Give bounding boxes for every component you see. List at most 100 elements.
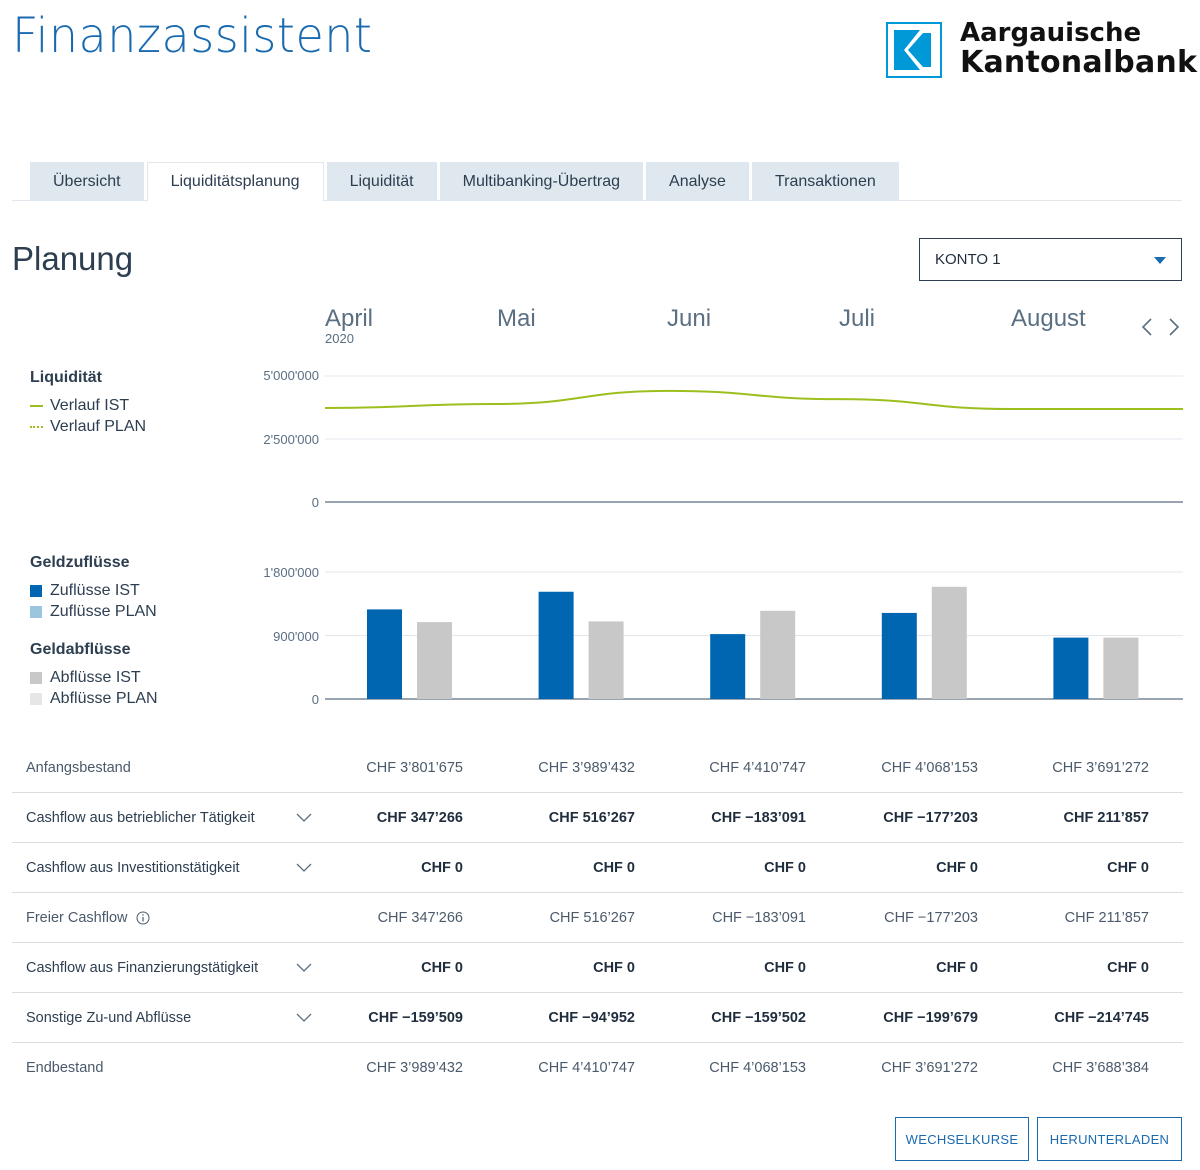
table-cell: CHF 3’691’272 [881, 1060, 978, 1076]
tab-multibanking[interactable]: Multibanking-Übertrag [439, 162, 644, 201]
outflow-legend-heading: Geldabflüsse [30, 641, 131, 658]
table-cell: CHF 0 [421, 859, 463, 876]
table-cell: CHF 0 [1107, 959, 1149, 976]
logo-text-line2: Kantonalbank [960, 45, 1198, 80]
table-cell: CHF 3’801’675 [366, 759, 463, 776]
chevron-down-icon[interactable] [296, 1010, 312, 1026]
tab-analyse[interactable]: Analyse [646, 162, 749, 201]
chevron-down-icon[interactable] [296, 960, 312, 976]
row-label: Anfangsbestand [26, 759, 131, 776]
liquidity-legend-heading: Liquidität [30, 369, 102, 386]
line-y-tick: 2'500'000 [263, 432, 319, 447]
line-y-tick: 5'000'000 [263, 368, 319, 383]
table-cell: CHF 0 [1107, 859, 1149, 876]
table-cell: CHF 0 [764, 859, 806, 876]
table-cell: CHF 3’691’272 [1052, 759, 1149, 776]
logo-text-line1: Aargauische [960, 18, 1142, 48]
table-cell: CHF 347’266 [377, 909, 463, 926]
row-label: Cashflow aus betrieblicher Tätigkeit [26, 809, 255, 826]
table-cell: CHF 4’068’153 [881, 759, 978, 776]
table-cell: CHF 3’688’384 [1052, 1060, 1149, 1076]
chevron-down-icon[interactable] [296, 860, 312, 876]
table-row: Cashflow aus Investitionstätigkeit CHF 0… [12, 843, 1183, 893]
caret-down-icon [1154, 257, 1166, 264]
row-label: Endbestand [26, 1060, 104, 1076]
exchange-rates-button[interactable]: WECHSELKURSE [895, 1117, 1029, 1161]
tab-transaktionen[interactable]: Transaktionen [751, 162, 899, 201]
table-cell: CHF 516’267 [548, 809, 635, 826]
swatch-icon [30, 693, 42, 705]
tab-liquiditaet[interactable]: Liquidität [326, 162, 437, 201]
month-label: Juli [839, 305, 876, 332]
bar-zufluesse-ist [538, 591, 574, 699]
chevron-down-icon[interactable] [296, 810, 312, 826]
dotted-line-icon [30, 426, 43, 428]
bar-abfluesse-ist [588, 621, 624, 699]
planning-table: Anfangsbestand CHF 3’801’675 CHF 3’989’4… [12, 743, 1183, 1093]
table-cell: CHF −177’203 [883, 809, 978, 826]
table-cell: CHF −183’091 [711, 809, 806, 826]
table-row: Freier Cashflow CHF 347’266 CHF 516’267 … [12, 893, 1183, 943]
chevron-right-icon[interactable] [1163, 316, 1185, 338]
row-label: Cashflow aus Finanzierungstätigkeit [26, 959, 259, 976]
table-row: Cashflow aus Finanzierungstätigkeit CHF … [12, 943, 1183, 993]
bank-logo-icon [886, 22, 942, 78]
bank-logo: Aargauische Kantonalbank [886, 18, 1198, 80]
table-cell: CHF 4’068’153 [709, 1060, 806, 1076]
table-cell: CHF 347’266 [376, 809, 463, 826]
table-cell: CHF 516’267 [549, 909, 635, 926]
month-label: August [1011, 305, 1086, 332]
month-label: Juni [667, 305, 712, 332]
table-row: Sonstige Zu-und Abflüsse CHF −159’509 CH… [12, 993, 1183, 1043]
bar-zufluesse-ist [710, 634, 746, 699]
table-cell: CHF 211’857 [1064, 909, 1149, 926]
table-row: Cashflow aus betrieblicher Tätigkeit CHF… [12, 793, 1183, 843]
tab-uebersicht[interactable]: Übersicht [30, 162, 144, 201]
row-label: Freier Cashflow [26, 910, 150, 926]
table-cell: CHF 0 [593, 859, 635, 876]
row-label: Sonstige Zu-und Abflüsse [26, 1009, 192, 1026]
table-cell: CHF 0 [593, 959, 635, 976]
inflow-legend-heading: Geldzuflüsse [30, 554, 130, 571]
info-icon[interactable] [136, 911, 150, 925]
swatch-icon [30, 672, 42, 684]
legend-zufluesse-plan: Zuflüsse PLAN [30, 603, 157, 621]
liquidity-line-ist [324, 389, 1183, 411]
bar-y-tick: 900'000 [273, 629, 319, 644]
table-cell: CHF 4’410’747 [709, 759, 806, 776]
bar-y-tick: 1'800'000 [263, 565, 319, 580]
line-y-tick: 0 [311, 495, 319, 510]
table-cell: CHF −199’679 [883, 1009, 978, 1026]
month-label: April [325, 305, 374, 332]
bar-y-tick: 0 [311, 692, 319, 707]
legend-verlauf-ist: Verlauf IST [30, 397, 129, 415]
table-cell: CHF 4’410’747 [538, 1060, 635, 1076]
table-row: Endbestand CHF 3’989’432 CHF 4’410’747 C… [12, 1043, 1183, 1093]
table-cell: CHF 0 [764, 959, 806, 976]
account-select[interactable]: KONTO 1 [919, 238, 1182, 281]
section-title: Planung [12, 240, 134, 277]
bar-zufluesse-ist [367, 609, 402, 699]
year-label: 2020 [325, 331, 354, 346]
legend-abfluesse-plan: Abflüsse PLAN [30, 690, 158, 708]
table-cell: CHF −159’509 [368, 1009, 463, 1026]
legend-zufluesse-ist: Zuflüsse IST [30, 582, 140, 600]
bar-zufluesse-ist [881, 612, 917, 699]
table-cell: CHF 211’857 [1063, 809, 1149, 826]
bar-zufluesse-ist [1053, 637, 1089, 699]
tab-liquiditaetsplanung[interactable]: Liquiditätsplanung [146, 162, 324, 202]
table-cell: CHF 0 [421, 959, 463, 976]
chevron-left-icon[interactable] [1136, 316, 1158, 338]
main-tabs: Übersicht Liquiditätsplanung Liquidität … [12, 162, 1182, 202]
month-label: Mai [497, 305, 536, 332]
table-cell: CHF 3’989’432 [538, 759, 635, 776]
table-cell: CHF −177’203 [884, 909, 978, 926]
account-select-value: KONTO 1 [935, 251, 1001, 268]
solid-line-icon [30, 405, 43, 407]
table-cell: CHF −159’502 [711, 1009, 806, 1026]
table-cell: CHF 0 [936, 959, 978, 976]
swatch-icon [30, 606, 42, 618]
table-cell: CHF 0 [936, 859, 978, 876]
download-button[interactable]: HERUNTERLADEN [1037, 1117, 1182, 1161]
bar-abfluesse-ist [417, 622, 452, 699]
